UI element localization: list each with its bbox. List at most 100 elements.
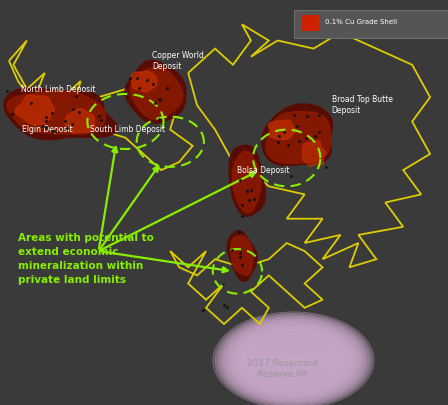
Ellipse shape bbox=[213, 312, 374, 405]
Point bbox=[303, 135, 310, 141]
Point bbox=[95, 113, 103, 119]
Point bbox=[315, 129, 323, 136]
Point bbox=[236, 177, 243, 183]
Text: Elgin Deposit: Elgin Deposit bbox=[22, 125, 73, 134]
Ellipse shape bbox=[249, 334, 338, 387]
Ellipse shape bbox=[237, 327, 350, 394]
Polygon shape bbox=[7, 91, 106, 134]
Point bbox=[281, 129, 288, 136]
Ellipse shape bbox=[241, 330, 345, 391]
Polygon shape bbox=[266, 112, 331, 163]
Ellipse shape bbox=[215, 313, 372, 405]
Point bbox=[48, 109, 56, 116]
Polygon shape bbox=[232, 151, 261, 213]
Point bbox=[250, 196, 257, 202]
Point bbox=[322, 164, 329, 170]
Ellipse shape bbox=[234, 325, 353, 396]
Point bbox=[42, 124, 49, 131]
Point bbox=[155, 96, 163, 102]
Point bbox=[284, 142, 292, 149]
Text: 2017 Rosemont
Reserve Pit: 2017 Rosemont Reserve Pit bbox=[247, 358, 318, 379]
Point bbox=[247, 187, 254, 193]
Point bbox=[274, 139, 281, 145]
Text: Copper World
Deposit: Copper World Deposit bbox=[152, 51, 204, 71]
Polygon shape bbox=[130, 67, 183, 119]
Point bbox=[315, 112, 322, 118]
Point bbox=[63, 125, 70, 132]
Point bbox=[156, 97, 163, 103]
Point bbox=[223, 304, 230, 311]
Ellipse shape bbox=[277, 352, 310, 369]
Ellipse shape bbox=[244, 331, 343, 390]
Ellipse shape bbox=[254, 337, 333, 384]
Point bbox=[69, 106, 77, 112]
Polygon shape bbox=[4, 88, 117, 140]
Point bbox=[27, 100, 34, 107]
Polygon shape bbox=[231, 235, 253, 275]
Polygon shape bbox=[268, 120, 296, 140]
Point bbox=[75, 109, 82, 115]
Point bbox=[48, 128, 56, 134]
Ellipse shape bbox=[218, 315, 369, 405]
Point bbox=[149, 81, 156, 87]
Ellipse shape bbox=[258, 340, 329, 381]
Point bbox=[39, 123, 47, 130]
Ellipse shape bbox=[263, 343, 324, 378]
Point bbox=[229, 247, 236, 254]
Point bbox=[134, 75, 141, 81]
Point bbox=[291, 112, 298, 119]
Text: Bolsa Deposit: Bolsa Deposit bbox=[237, 166, 290, 175]
Polygon shape bbox=[302, 141, 326, 166]
Ellipse shape bbox=[275, 350, 312, 371]
FancyBboxPatch shape bbox=[294, 10, 448, 38]
Point bbox=[288, 173, 295, 179]
Point bbox=[51, 127, 58, 134]
Polygon shape bbox=[262, 104, 332, 166]
Point bbox=[61, 117, 69, 124]
Polygon shape bbox=[125, 60, 186, 123]
Point bbox=[239, 201, 246, 208]
FancyBboxPatch shape bbox=[302, 15, 319, 31]
Text: 0.1% Cu Grade Shell: 0.1% Cu Grade Shell bbox=[325, 19, 397, 25]
Point bbox=[42, 117, 49, 124]
Point bbox=[9, 110, 16, 117]
Point bbox=[303, 113, 310, 119]
Point bbox=[135, 85, 142, 92]
Ellipse shape bbox=[268, 346, 319, 375]
Ellipse shape bbox=[232, 324, 355, 397]
Ellipse shape bbox=[256, 339, 331, 382]
Point bbox=[220, 281, 227, 287]
Polygon shape bbox=[65, 109, 95, 133]
Ellipse shape bbox=[282, 355, 305, 366]
Point bbox=[68, 121, 75, 128]
Point bbox=[156, 115, 163, 122]
Text: Broad Top Butte
Deposit: Broad Top Butte Deposit bbox=[332, 95, 392, 115]
Ellipse shape bbox=[270, 347, 317, 373]
Point bbox=[152, 100, 159, 106]
Ellipse shape bbox=[220, 316, 367, 405]
Point bbox=[246, 197, 253, 203]
Ellipse shape bbox=[229, 322, 358, 399]
Point bbox=[127, 75, 134, 81]
Point bbox=[295, 138, 302, 144]
Point bbox=[238, 213, 246, 219]
Ellipse shape bbox=[261, 341, 326, 379]
Polygon shape bbox=[131, 71, 157, 92]
Point bbox=[312, 133, 319, 140]
Point bbox=[72, 92, 79, 99]
Point bbox=[163, 85, 170, 92]
Ellipse shape bbox=[239, 328, 348, 393]
Point bbox=[293, 122, 300, 129]
Ellipse shape bbox=[280, 354, 307, 367]
Ellipse shape bbox=[272, 349, 314, 372]
Ellipse shape bbox=[251, 336, 336, 385]
Ellipse shape bbox=[227, 321, 360, 400]
Point bbox=[97, 117, 104, 123]
Polygon shape bbox=[15, 95, 54, 125]
Polygon shape bbox=[227, 230, 257, 281]
Point bbox=[276, 133, 283, 140]
Text: North Limb Deposit: North Limb Deposit bbox=[21, 85, 95, 94]
Point bbox=[200, 307, 207, 313]
Point bbox=[220, 302, 227, 308]
Point bbox=[3, 87, 10, 94]
